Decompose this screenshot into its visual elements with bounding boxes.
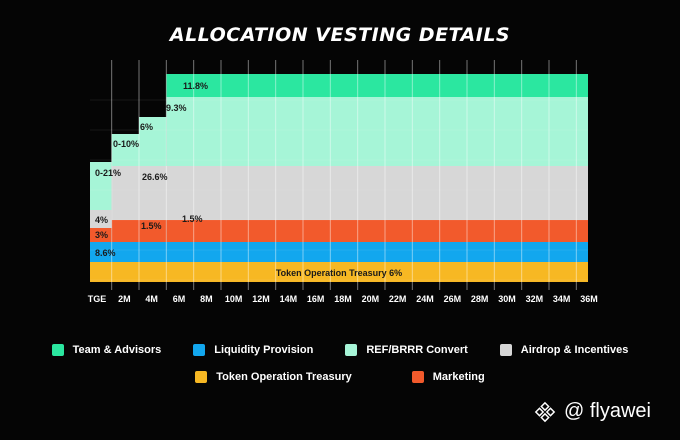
label-airdrop-main: 26.6% [142, 172, 168, 182]
legend-label-liquidity: Liquidity Provision [214, 344, 314, 356]
x-tick-label: 32M [526, 294, 544, 304]
legend-item-treasury: Token Operation Treasury [195, 371, 352, 383]
band-marketing-tge [90, 228, 112, 242]
x-tick-label: 22M [389, 294, 407, 304]
band-ref-tge [90, 162, 112, 210]
legend-swatch-liquidity [193, 344, 206, 356]
legend-item-liquidity: Liquidity Provision [193, 344, 313, 356]
legend-swatch-ref [345, 344, 358, 356]
label-ref-6m: 9.3% [166, 103, 187, 113]
band-liquidity [90, 242, 588, 262]
x-tick-label: 8M [200, 294, 213, 304]
x-tick-label: 20M [362, 294, 380, 304]
x-tick-label: 16M [307, 294, 325, 304]
chart-title: ALLOCATION VESTING DETAILS [169, 24, 511, 46]
label-team: 11.8% [183, 81, 208, 91]
band-ref-4m [139, 117, 167, 166]
watermark: @ flyawei [534, 400, 651, 423]
legend-row-2: Token Operation Treasury Marketing [0, 371, 680, 383]
x-tick-label: 18M [334, 294, 352, 304]
x-tick-label: 10M [225, 294, 243, 304]
x-tick-label: 12M [252, 294, 270, 304]
label-ref-4m: 6% [140, 122, 153, 132]
label-airdrop-tge: 4% [95, 215, 108, 225]
x-tick-label: 34M [553, 294, 571, 304]
legend-item-team: Team & Advisors [51, 344, 162, 356]
label-treasury: Token Operation Treasury 6% [276, 268, 402, 278]
x-tick-label: 28M [471, 294, 489, 304]
band-airdrop-tge [90, 210, 112, 228]
x-tick-label: 4M [145, 294, 158, 304]
legend-label-ref: REF/BRRR Convert [366, 344, 468, 356]
label-marketing-6m: 1.5% [182, 214, 203, 224]
legend-label-team: Team & Advisors [72, 344, 162, 356]
x-tick-label: 30M [498, 294, 516, 304]
label-marketing-2m: 1.5% [141, 221, 162, 231]
band-marketing-2m [111, 220, 167, 242]
legend-label-marketing: Marketing [432, 371, 485, 383]
label-ref-2m: 0-10% [113, 139, 139, 149]
x-tick-label: 36M [580, 294, 598, 304]
legend-label-airdrop: Airdrop & Incentives [520, 344, 629, 356]
legend-item-airdrop: Airdrop & Incentives [499, 344, 629, 356]
band-ref-2m [111, 134, 139, 166]
legend-swatch-team [51, 344, 64, 356]
legend-swatch-marketing [411, 371, 424, 383]
x-tick-label: 14M [280, 294, 298, 304]
legend-row-1: Team & Advisors Liquidity Provision REF/… [0, 344, 680, 356]
x-tick-label: 6M [173, 294, 186, 304]
label-liquidity: 8.6% [95, 248, 116, 258]
band-treasury [90, 262, 588, 282]
x-tick-label: 2M [118, 294, 131, 304]
label-ref-tge: 0-21% [95, 168, 121, 178]
band-ref-6m [166, 97, 589, 166]
x-tick-label: 24M [416, 294, 434, 304]
band-airdrop-6m [166, 166, 589, 213]
binance-logo-icon [534, 401, 556, 422]
band-team [166, 74, 589, 97]
legend-swatch-treasury [195, 371, 208, 383]
legend-item-marketing: Marketing [411, 371, 485, 383]
legend-swatch-airdrop [499, 344, 512, 356]
legend-item-ref: REF/BRRR Convert [345, 344, 468, 356]
watermark-text: @ flyawei [564, 400, 651, 422]
x-tick-label: 26M [444, 294, 462, 304]
x-tick-label: TGE [88, 294, 107, 304]
label-marketing-tge: 3% [95, 230, 108, 240]
legend-label-treasury: Token Operation Treasury [216, 371, 352, 383]
